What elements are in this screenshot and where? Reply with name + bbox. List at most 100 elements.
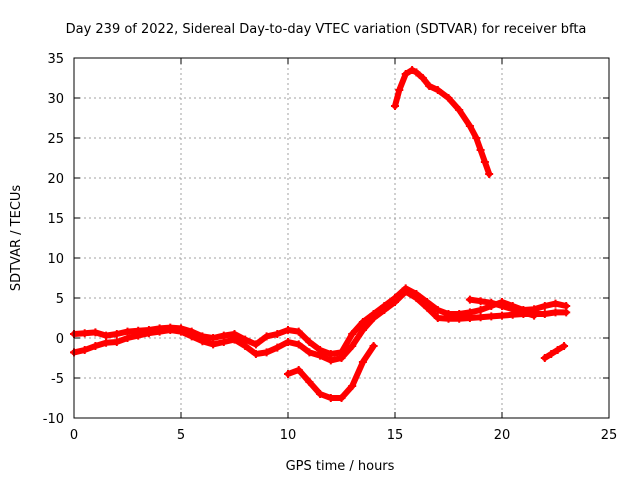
data-point-marker: [358, 326, 367, 334]
data-point-marker: [465, 122, 474, 130]
data-point-marker: [455, 314, 464, 323]
data-point-marker: [326, 394, 335, 402]
y-tick-label: 15: [47, 212, 64, 227]
data-point-marker: [412, 294, 421, 302]
series-layer: [70, 66, 571, 402]
data-point-marker: [476, 313, 485, 322]
data-point-marker: [219, 338, 228, 346]
data-point-marker: [423, 303, 432, 312]
data-point-marker: [408, 66, 417, 74]
data-point-marker: [305, 338, 314, 346]
data-point-marker: [273, 343, 282, 352]
data-point-marker: [465, 295, 474, 304]
data-point-marker: [166, 326, 175, 334]
data-point-marker: [540, 310, 549, 318]
data-point-marker: [251, 350, 260, 358]
data-point-marker: [337, 354, 346, 362]
data-point-marker: [540, 302, 549, 310]
plot-frame: [73, 57, 610, 419]
data-point-marker: [476, 306, 485, 314]
tick-layer: 0 5 10 15 20 25 -10 -5 0 5 10 15 20 25 30 35: [43, 52, 618, 443]
data-point-marker: [391, 298, 399, 306]
series-main-band-lower: [70, 287, 571, 365]
x-tick-label: 0: [70, 428, 78, 443]
series-line: [392, 67, 493, 177]
data-point-marker: [391, 102, 399, 110]
data-point-marker: [144, 329, 153, 338]
data-point-marker: [358, 318, 367, 326]
data-point-marker: [305, 378, 314, 386]
data-point-marker: [433, 314, 442, 322]
data-point-marker: [433, 306, 442, 314]
data-point-marker: [348, 330, 357, 338]
data-point-marker: [294, 340, 303, 349]
data-point-marker: [487, 312, 496, 321]
data-point-marker: [102, 338, 111, 347]
y-tick-label: 25: [47, 132, 64, 147]
data-point-marker: [273, 330, 282, 338]
x-axis-label: GPS time / hours: [286, 459, 395, 474]
data-point-marker: [508, 305, 517, 314]
data-point-marker: [540, 354, 549, 362]
data-point-marker: [380, 306, 389, 314]
data-point-marker: [476, 146, 485, 154]
data-point-marker: [316, 390, 325, 398]
data-point-marker: [551, 308, 560, 317]
data-point-marker: [476, 297, 485, 306]
x-tick-label: 5: [177, 428, 185, 443]
data-point-marker: [551, 299, 560, 308]
data-point-marker: [369, 342, 378, 350]
data-point-marker: [560, 342, 569, 350]
data-point-marker: [395, 86, 404, 94]
data-point-marker: [530, 311, 539, 320]
data-point-marker: [401, 70, 410, 78]
data-point-marker: [230, 335, 239, 344]
data-point-marker: [187, 332, 196, 341]
data-point-marker: [155, 327, 164, 336]
data-point-marker: [498, 302, 506, 310]
data-point-marker: [294, 366, 303, 374]
y-tick-label: -10: [43, 412, 64, 427]
series-low-dip-segment: [284, 342, 378, 402]
y-tick-label: 30: [47, 92, 64, 107]
series-tail-segment: [540, 342, 569, 362]
y-tick-label: -5: [51, 372, 64, 387]
data-point-marker: [553, 346, 562, 354]
data-point-marker: [241, 342, 250, 350]
data-point-marker: [358, 358, 367, 366]
y-axis-label: SDTVAR / TECUs: [9, 185, 24, 292]
data-point-marker: [284, 326, 292, 334]
series-late-branch-segment: [465, 295, 539, 320]
data-point-marker: [498, 311, 506, 320]
data-point-marker: [369, 314, 378, 322]
series-line: [541, 343, 568, 361]
data-point-marker: [480, 158, 489, 166]
data-point-marker: [251, 340, 260, 349]
data-point-marker: [262, 332, 271, 341]
data-point-marker: [433, 86, 442, 94]
data-point-marker: [562, 308, 571, 317]
data-point-marker: [305, 348, 314, 357]
data-point-marker: [91, 342, 100, 350]
data-point-marker: [472, 134, 481, 142]
data-point-marker: [444, 314, 453, 323]
data-point-marker: [485, 170, 494, 178]
y-tick-label: 5: [56, 292, 64, 307]
data-point-marker: [519, 308, 528, 317]
data-point-marker: [348, 342, 357, 350]
data-point-marker: [547, 350, 556, 358]
data-point-marker: [487, 298, 496, 307]
data-point-marker: [412, 68, 421, 77]
data-point-marker: [418, 74, 427, 82]
data-point-marker: [294, 327, 303, 336]
grid-layer: [74, 58, 609, 418]
data-point-marker: [198, 337, 207, 346]
data-point-marker: [348, 382, 357, 390]
data-point-marker: [284, 370, 292, 378]
data-point-marker: [316, 351, 325, 360]
x-tick-label: 10: [280, 428, 297, 443]
series-main-band-upper: [70, 284, 571, 358]
data-point-marker: [123, 334, 132, 342]
data-point-marker: [134, 331, 143, 340]
